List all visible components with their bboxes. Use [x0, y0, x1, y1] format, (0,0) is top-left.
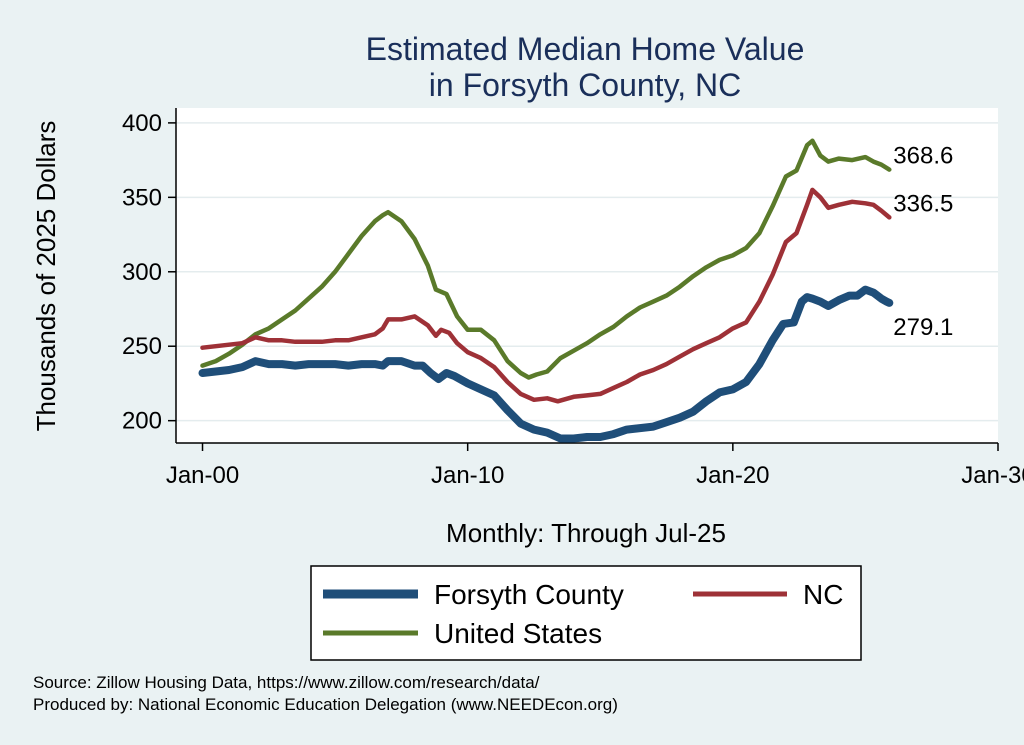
end-label-nc: 336.5 — [893, 190, 953, 217]
x-ticks: Jan-00 Jan-10 Jan-20 Jan-30 — [166, 443, 1024, 489]
x-tick-label-Jan-20: Jan-20 — [696, 462, 769, 489]
source-line: Source: Zillow Housing Data, https://www… — [33, 673, 540, 692]
legend-box — [310, 565, 862, 661]
series-lines — [198, 138, 894, 443]
legend-label-us: United States — [434, 618, 602, 649]
y-tick-label-200: 200 — [122, 408, 162, 435]
series-line-nc — [200, 187, 892, 404]
chart-subtitle: in Forsyth County, NC — [429, 67, 741, 103]
y-tick-label-300: 300 — [122, 259, 162, 286]
end-label-united-states: 368.6 — [893, 143, 953, 170]
legend-label-forsyth: Forsyth County — [434, 579, 624, 610]
series-line-forsyth-county — [198, 285, 894, 443]
end-labels: 279.1 336.5 368.6 — [893, 143, 953, 341]
chart-title: Estimated Median Home Value — [366, 31, 805, 67]
legend-item-forsyth: Forsyth County — [323, 579, 624, 610]
y-tick-label-400: 400 — [122, 110, 162, 137]
y-tick-label-250: 250 — [122, 333, 162, 360]
y-tick-label-350: 350 — [122, 184, 162, 211]
gridlines — [176, 122, 998, 422]
x-tick-label-Jan-10: Jan-10 — [431, 462, 504, 489]
x-tick-label-Jan-00: Jan-00 — [166, 462, 239, 489]
legend-label-nc: NC — [803, 579, 843, 610]
legend-item-nc: NC — [693, 579, 843, 610]
plot-area — [176, 108, 998, 443]
x-tick-label-Jan-30: Jan-30 — [961, 462, 1024, 489]
y-ticks: 200 250 300 350 400 — [122, 110, 176, 435]
legend-item-us: United States — [323, 618, 602, 649]
produced-by-line: Produced by: National Economic Education… — [33, 695, 618, 714]
end-label-forsyth-county: 279.1 — [893, 314, 953, 341]
y-axis-title: Thousands of 2025 Dollars — [31, 121, 61, 432]
series-line-united-states — [200, 138, 892, 380]
x-axis-title: Monthly: Through Jul-25 — [446, 518, 726, 548]
